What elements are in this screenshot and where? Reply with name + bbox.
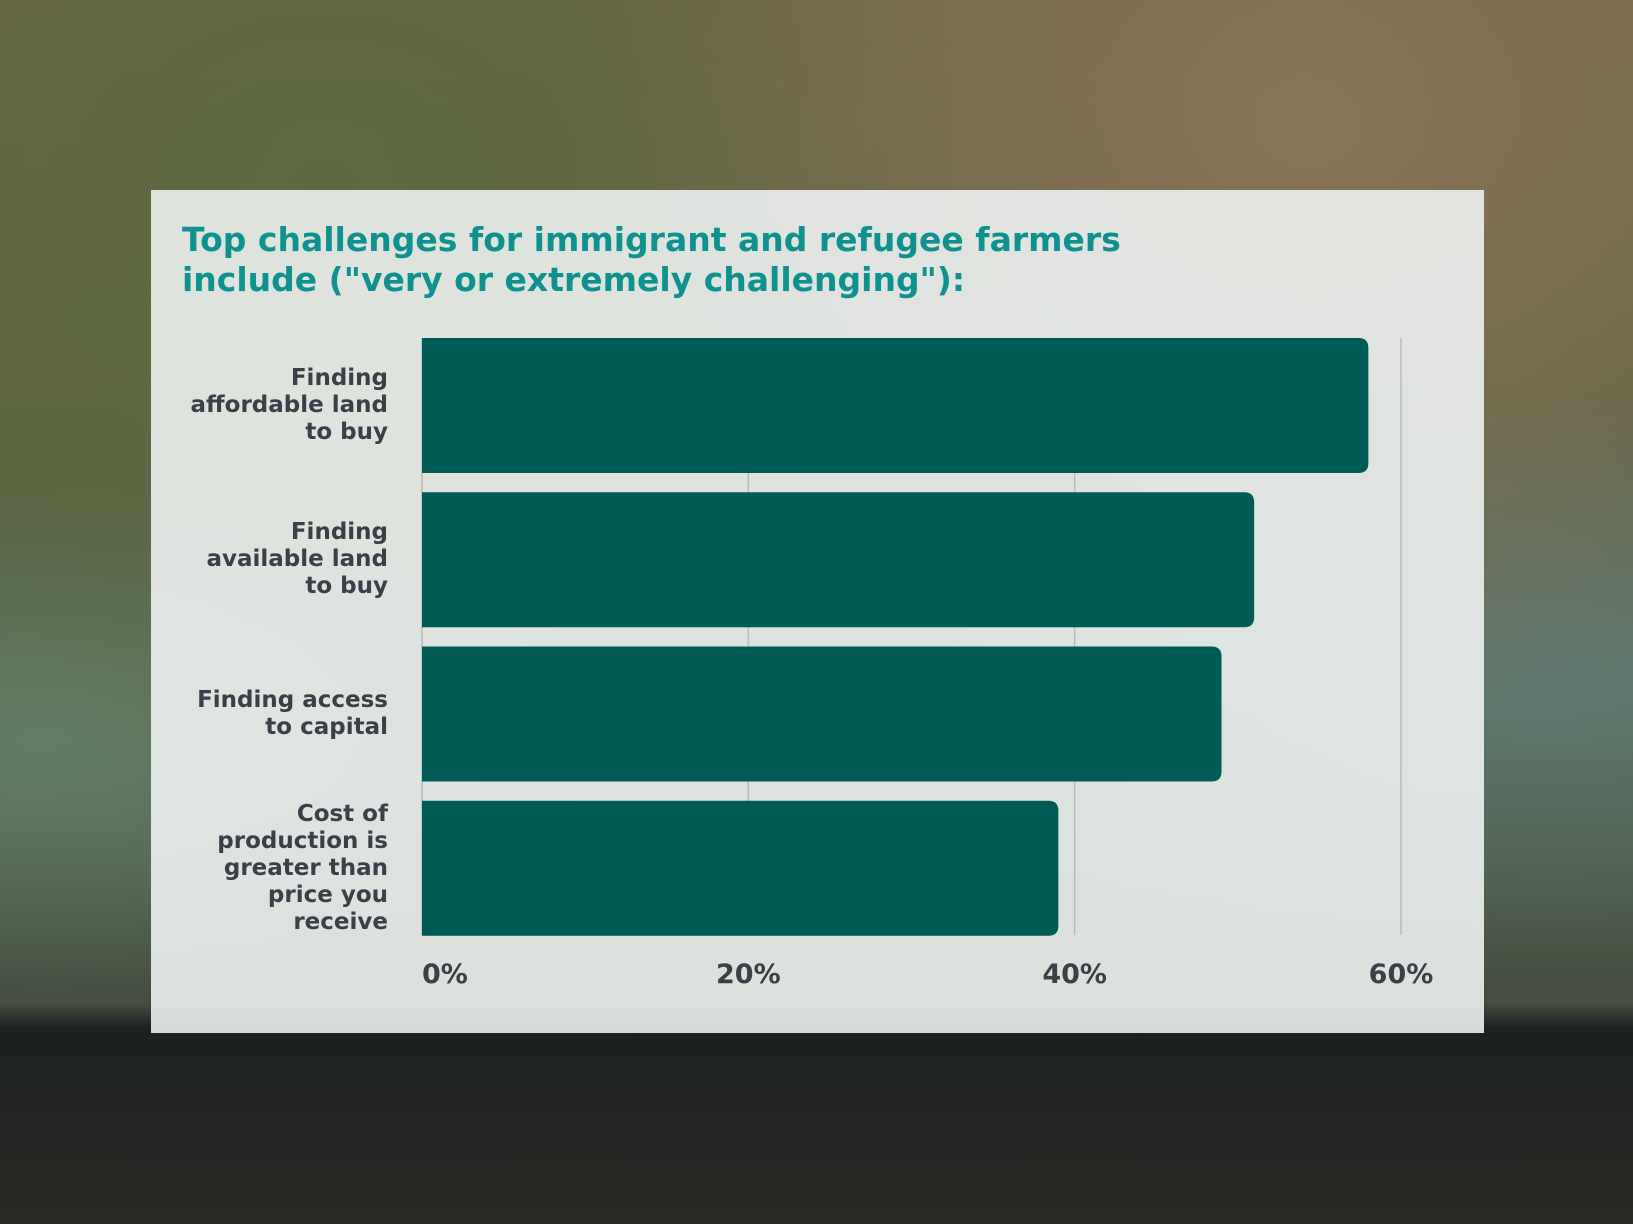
- bar: [422, 338, 1369, 473]
- x-tick-label: 20%: [716, 959, 781, 990]
- y-tick-label: Finding affordable land to buy: [190, 365, 388, 445]
- bar: [422, 800, 1059, 936]
- x-tick-label: 60%: [1369, 959, 1434, 990]
- y-tick-label: Finding available land to buy: [206, 519, 388, 600]
- y-tick-label: Cost of production is greater than price…: [217, 800, 388, 935]
- x-tick-label: 40%: [1042, 959, 1107, 990]
- bar: [422, 492, 1255, 628]
- chart-title: Top challenges for immigrant and refugee…: [182, 220, 1121, 299]
- x-tick-label: 0%: [422, 959, 468, 990]
- bar: [422, 646, 1222, 782]
- y-tick-label: Finding access to capital: [197, 687, 388, 740]
